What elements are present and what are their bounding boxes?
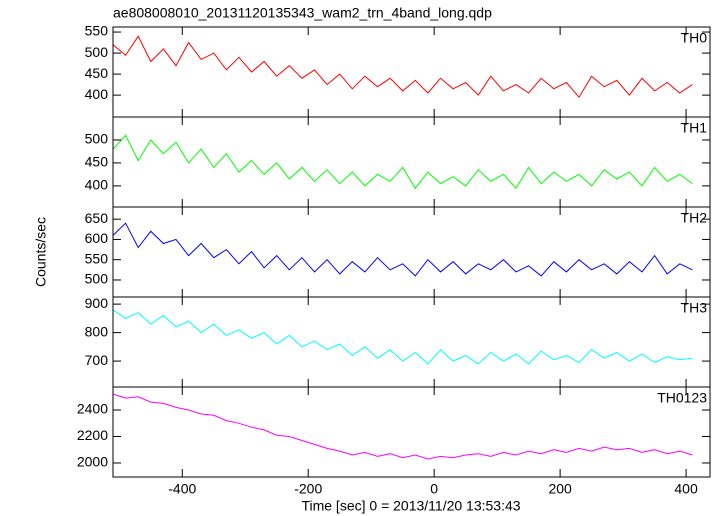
data-line (112, 134, 693, 190)
panel-frame (112, 116, 711, 208)
y-tick-label: 500 (85, 131, 109, 147)
y-tick-label: 400 (85, 177, 109, 193)
y-tick-label: 900 (85, 295, 109, 311)
x-tick-label: 0 (430, 481, 438, 497)
chart-title: ae808008010_20131120135343_wam2_trn_4ban… (113, 5, 492, 21)
data-line (112, 309, 693, 365)
series-label: TH1 (681, 120, 708, 136)
x-tick-label: -400 (168, 481, 196, 497)
y-tick-label: 500 (85, 44, 109, 60)
y-tick-label: 800 (85, 323, 109, 339)
y-tick-label: 2000 (77, 454, 108, 470)
y-tick-label: 600 (85, 230, 109, 246)
y-tick-label: 550 (85, 250, 109, 266)
y-tick-label: 450 (85, 65, 109, 81)
panel-frame (112, 206, 711, 298)
x-tick-label: -200 (294, 481, 322, 497)
x-tick-label: 400 (674, 481, 698, 497)
y-tick-label: 2400 (77, 401, 108, 417)
data-line (112, 222, 693, 277)
panel-frame (112, 26, 711, 118)
series-label: TH2 (681, 210, 708, 226)
y-tick-label: 700 (85, 352, 109, 368)
data-line (112, 35, 693, 99)
y-tick-label: 400 (85, 86, 109, 102)
y-tick-label: 550 (85, 23, 109, 39)
y-axis-label: Counts/sec (33, 217, 49, 287)
y-tick-label: 500 (85, 271, 109, 287)
series-label: TH3 (681, 300, 708, 316)
x-tick-label: 200 (548, 481, 572, 497)
panel-frame (112, 386, 711, 478)
y-tick-label: 2200 (77, 427, 108, 443)
series-label: TH0 (681, 30, 708, 46)
panel-frame (112, 296, 711, 388)
series-label: TH0123 (657, 390, 707, 406)
x-axis-label: Time [sec] 0 = 2013/11/20 13:53:43 (301, 498, 520, 514)
y-tick-label: 650 (85, 210, 109, 226)
data-line (112, 393, 693, 460)
y-tick-label: 450 (85, 154, 109, 170)
